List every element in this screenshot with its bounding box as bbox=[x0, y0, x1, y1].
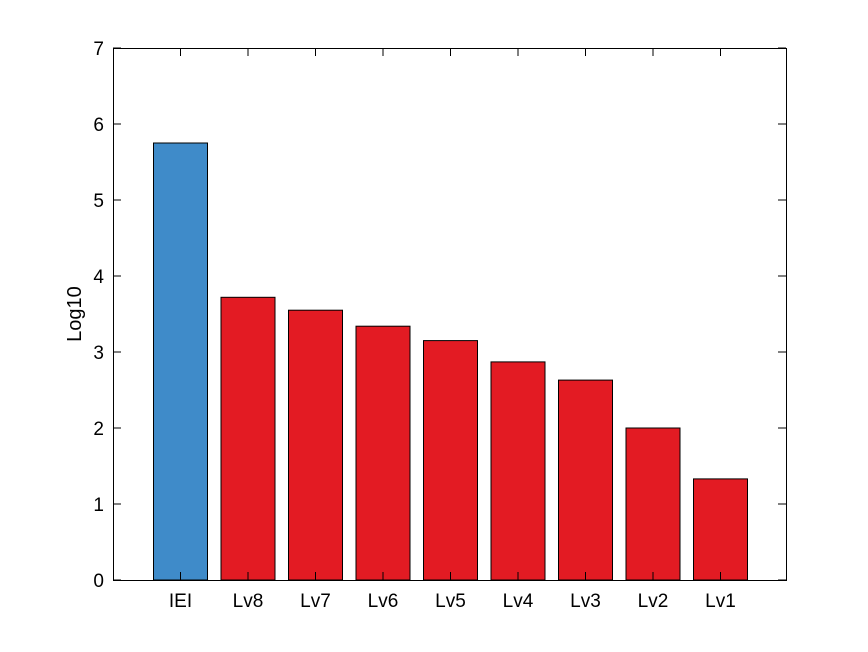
x-tick-label: Lv8 bbox=[233, 591, 264, 612]
y-tick-label: 4 bbox=[93, 267, 104, 288]
x-tick-label: Lv5 bbox=[435, 591, 466, 612]
y-axis-label: Log10 bbox=[64, 286, 86, 342]
y-tick-label: 2 bbox=[93, 419, 104, 440]
bar-lv1 bbox=[693, 478, 748, 581]
bar-lv5 bbox=[423, 340, 478, 581]
x-tick-label: Lv3 bbox=[570, 591, 601, 612]
bar-lv6 bbox=[355, 325, 411, 581]
bar-lv8 bbox=[220, 296, 276, 581]
bar-lv2 bbox=[625, 427, 681, 581]
x-tick-label: IEI bbox=[169, 591, 192, 612]
y-tick-labels: 0 1 2 3 4 5 6 7 bbox=[93, 39, 104, 592]
bar-lv7 bbox=[288, 309, 343, 581]
x-tick-label: Lv2 bbox=[638, 591, 669, 612]
bar-lv3 bbox=[558, 379, 613, 581]
y-tick-label: 5 bbox=[93, 191, 104, 212]
x-tick-labels: IEI Lv8 Lv7 Lv6 Lv5 Lv4 Lv3 Lv2 Lv1 bbox=[169, 591, 736, 612]
bars-layer bbox=[153, 142, 748, 581]
x-tick-label: Lv4 bbox=[503, 591, 534, 612]
bar-lv4 bbox=[490, 361, 546, 581]
x-tick-label: Lv7 bbox=[300, 591, 331, 612]
x-tick-label: Lv1 bbox=[705, 591, 736, 612]
y-tick-label: 7 bbox=[93, 39, 104, 60]
y-tick-label: 1 bbox=[93, 495, 104, 516]
y-tick-label: 3 bbox=[93, 343, 104, 364]
ticks-layer bbox=[113, 47, 786, 581]
y-tick-label: 6 bbox=[93, 115, 104, 136]
x-tick-label: Lv6 bbox=[368, 591, 399, 612]
bar-iei bbox=[153, 142, 208, 581]
y-tick-label: 0 bbox=[93, 571, 104, 592]
